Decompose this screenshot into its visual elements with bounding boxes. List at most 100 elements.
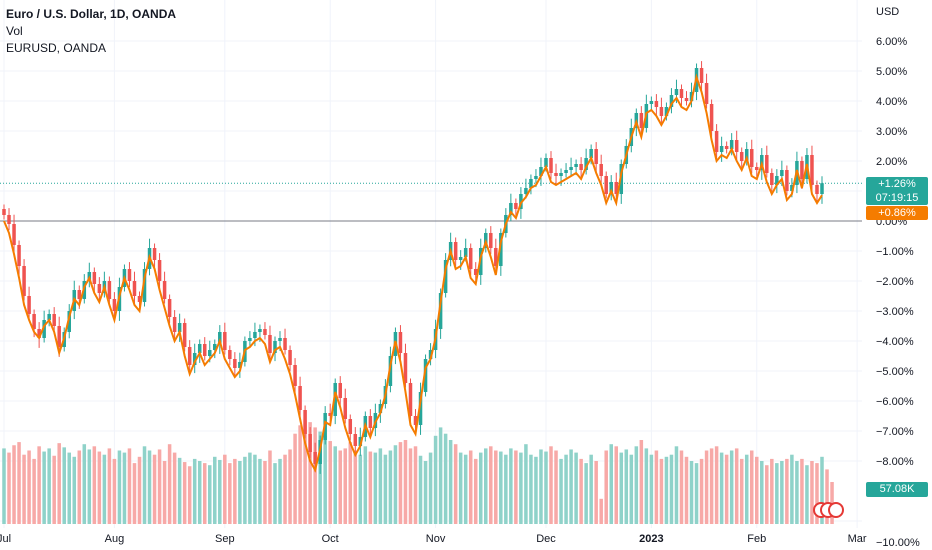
candle-body	[218, 332, 222, 344]
volume-bar	[263, 461, 267, 524]
volume-bar	[288, 449, 292, 524]
candle-body	[529, 179, 533, 188]
candle-body	[57, 326, 61, 347]
candle-body	[288, 350, 292, 365]
candle-body	[755, 167, 759, 170]
volume-bar	[724, 454, 729, 524]
volume-bar	[684, 456, 689, 524]
candle-body	[639, 113, 644, 128]
candle-body	[674, 89, 679, 95]
x-tick-label: Aug	[105, 533, 125, 545]
volume-bar	[549, 446, 553, 524]
volume-bar	[664, 456, 669, 524]
volume-bar	[564, 454, 568, 524]
candle-body	[699, 68, 704, 83]
volume-bar	[815, 463, 819, 524]
grid-lines	[0, 0, 862, 528]
volume-bar	[579, 458, 583, 524]
volume-bar	[679, 450, 684, 524]
candle-body	[534, 176, 538, 179]
event-flag-icon[interactable]	[828, 502, 844, 518]
volume-value-tag: 57.08K	[866, 482, 928, 497]
volume-bar	[514, 450, 518, 524]
candle-body	[403, 353, 408, 383]
y-axis[interactable]: 6.00%5.00%4.00%3.00%2.00%1.00%0.00%−1.00…	[876, 36, 920, 549]
volume-bar	[137, 456, 142, 524]
volume-bar	[62, 447, 66, 524]
volume-bar	[368, 451, 373, 524]
volume-bar	[694, 463, 699, 524]
candle-body	[192, 353, 197, 365]
y-tick-label: −10.00%	[876, 537, 920, 549]
axis-currency-label[interactable]: USD	[876, 6, 900, 18]
volume-bar	[739, 458, 744, 524]
candle-body	[308, 434, 312, 452]
candle-body	[770, 173, 774, 185]
volume-bar	[674, 446, 679, 524]
volume-bar	[504, 454, 508, 524]
volume-bar	[92, 446, 97, 524]
compare-series-line	[3, 73, 823, 473]
volume-bar	[177, 457, 182, 524]
volume-bar	[17, 442, 21, 524]
candle-body	[22, 266, 26, 296]
candle-body	[213, 344, 217, 350]
volume-bar	[539, 449, 543, 524]
volume-bar	[719, 452, 724, 524]
candle-body	[27, 296, 31, 314]
volume-bar	[428, 452, 433, 524]
volume-bar	[463, 454, 468, 524]
candle-body	[659, 107, 664, 116]
volume-bar	[669, 454, 674, 524]
volume-bar	[132, 463, 137, 524]
volume-bar	[755, 456, 759, 524]
symbol-title[interactable]: Euro / U.S. Dollar, 1D, OANDA	[6, 7, 177, 21]
candle-body	[353, 434, 358, 446]
candle-body	[303, 410, 307, 434]
x-tick-label: Nov	[426, 533, 446, 545]
candle-body	[785, 170, 789, 191]
candle-body	[704, 83, 709, 104]
candle-body	[182, 323, 187, 347]
candle-body	[413, 416, 418, 425]
candle-body	[228, 350, 232, 359]
volume-bar	[258, 458, 262, 524]
candle-body	[584, 158, 588, 170]
y-tick-label: 5.00%	[876, 66, 907, 78]
volume-bar	[438, 427, 443, 524]
candle-body	[514, 203, 518, 209]
volume-bar	[800, 458, 804, 524]
volume-bar	[147, 450, 152, 524]
volume-bar	[67, 452, 71, 524]
candle-body	[348, 419, 353, 434]
volume-bar	[87, 449, 92, 524]
candle-body	[443, 260, 448, 293]
volume-bar	[32, 458, 36, 524]
x-axis[interactable]: Jul Aug Sep Oct Nov Dec 2023 Feb Mar	[0, 533, 867, 545]
volume-bar	[453, 444, 458, 524]
volume-bar	[805, 465, 809, 524]
x-tick-label: Dec	[536, 533, 556, 545]
volume-bar	[323, 435, 327, 524]
y-tick-label: −3.00%	[876, 306, 914, 318]
candle-body	[67, 311, 71, 332]
volume-bar	[393, 445, 398, 524]
candle-body	[202, 344, 207, 356]
candle-body	[714, 131, 719, 152]
candle-body	[559, 173, 563, 176]
candle-body	[37, 329, 41, 338]
volume-bar	[770, 458, 774, 524]
y-tick-label: −8.00%	[876, 456, 914, 468]
volume-bar	[388, 450, 393, 524]
volume-indicator-label[interactable]: Vol	[6, 24, 23, 38]
volume-bar	[433, 435, 438, 524]
y-tick-label: −6.00%	[876, 396, 914, 408]
volume-bar	[473, 458, 478, 524]
compare-symbol-label[interactable]: EURUSD, OANDA	[6, 41, 107, 55]
candle-body	[207, 350, 212, 356]
candle-body	[338, 383, 342, 398]
candle-body	[594, 149, 598, 164]
volume-bars	[2, 420, 834, 524]
volume-bar	[624, 449, 629, 524]
